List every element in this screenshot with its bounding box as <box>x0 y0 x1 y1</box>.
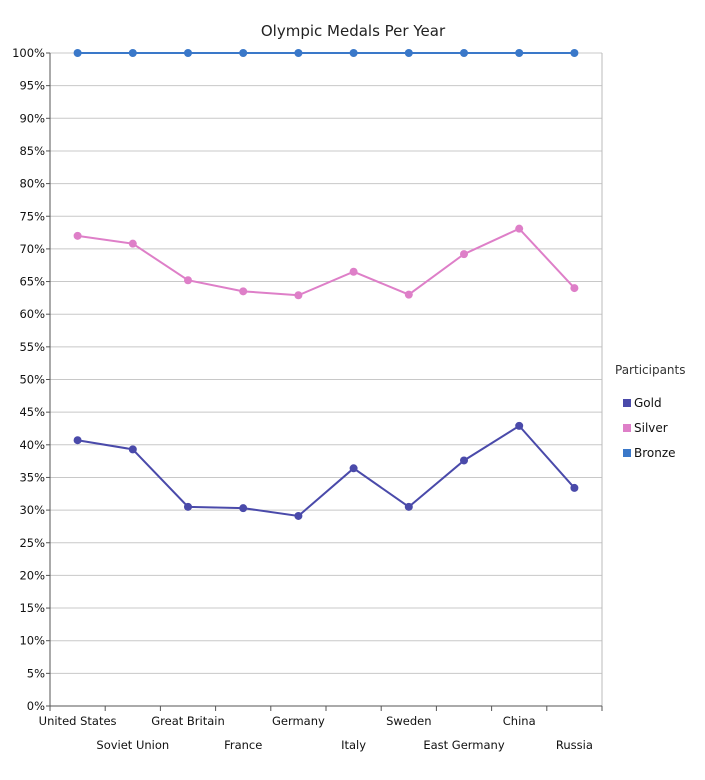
series-line <box>77 424 576 518</box>
data-point <box>239 49 248 57</box>
x-tick-label: Great Britain <box>151 714 225 728</box>
data-point <box>239 287 248 296</box>
data-point <box>404 290 413 299</box>
y-tick-label: 60% <box>19 307 45 321</box>
data-point <box>460 250 468 259</box>
data-point <box>570 49 579 57</box>
y-tick-label: 95% <box>19 79 45 93</box>
y-tick-label: 75% <box>19 209 45 223</box>
plot-area <box>73 49 579 520</box>
y-tick-label: 55% <box>19 340 45 354</box>
data-point <box>294 511 303 520</box>
x-tick-label: Russia <box>556 738 593 752</box>
y-axis: 0% 5% 10% 15% 20% 25% 30% 35% 40% 45% 50% 55% 60% 65%… <box>12 46 51 713</box>
x-tick-label: China <box>503 714 536 728</box>
y-tick-label: 35% <box>19 470 45 484</box>
data-point <box>294 291 303 300</box>
data-point <box>128 239 137 248</box>
y-tick-label: 40% <box>19 438 45 452</box>
y-tick-label: 5% <box>27 666 45 680</box>
data-point <box>184 49 192 57</box>
y-tick-label: 45% <box>19 405 45 419</box>
x-tick-label: Italy <box>341 738 366 752</box>
data-point <box>184 502 192 511</box>
series-silver <box>73 224 579 300</box>
data-point <box>515 49 524 57</box>
y-tick-label: 65% <box>19 275 45 289</box>
x-tick-label: Soviet Union <box>96 738 169 752</box>
legend-label: Gold <box>634 396 662 410</box>
x-tick-label: Sweden <box>386 714 431 728</box>
data-point <box>73 436 82 445</box>
y-tick-label: 80% <box>19 177 45 191</box>
data-point <box>570 284 579 293</box>
x-tick-label: East Germany <box>423 738 505 752</box>
y-tick-label: 0% <box>27 699 45 713</box>
data-point <box>239 504 248 513</box>
y-tick-label: 85% <box>19 144 45 158</box>
data-point <box>349 464 358 473</box>
y-tick-label: 15% <box>19 601 45 615</box>
y-tick-label: 100% <box>12 46 45 60</box>
legend-swatch <box>623 449 631 457</box>
grid <box>50 52 603 707</box>
data-point <box>515 421 524 430</box>
data-point <box>460 456 468 465</box>
data-point <box>184 276 192 285</box>
data-point <box>460 49 468 57</box>
legend-swatch <box>623 399 631 407</box>
data-point <box>515 224 524 233</box>
series-gold <box>73 421 579 520</box>
x-tick-label: France <box>224 738 262 752</box>
chart-title: Olympic Medals Per Year <box>261 22 446 40</box>
x-tick-label: Germany <box>272 714 325 728</box>
data-point <box>128 49 137 57</box>
legend-title: Participants <box>615 363 686 377</box>
data-point <box>73 231 82 240</box>
x-axis: United States Soviet Union Great Britain Fr… <box>39 705 603 752</box>
data-point <box>349 267 358 276</box>
y-tick-label: 50% <box>19 373 45 387</box>
data-point <box>570 483 579 492</box>
legend-swatch <box>623 424 631 432</box>
y-tick-label: 25% <box>19 536 45 550</box>
data-point <box>73 49 82 57</box>
y-tick-label: 30% <box>19 503 45 517</box>
y-tick-label: 70% <box>19 242 45 256</box>
x-tick-label: United States <box>39 714 117 728</box>
y-tick-label: 10% <box>19 634 45 648</box>
data-point <box>128 445 137 454</box>
series-line <box>77 227 576 297</box>
series-bronze <box>73 49 579 57</box>
y-tick-label: 20% <box>19 568 45 582</box>
data-point <box>294 49 303 57</box>
data-point <box>404 502 413 511</box>
y-tick-label: 90% <box>19 111 45 125</box>
data-point <box>404 49 413 57</box>
legend-label: Silver <box>634 421 668 435</box>
legend-label: Bronze <box>634 446 676 460</box>
data-point <box>349 49 358 57</box>
legend: Participants Gold Silver Bronze <box>615 363 686 460</box>
